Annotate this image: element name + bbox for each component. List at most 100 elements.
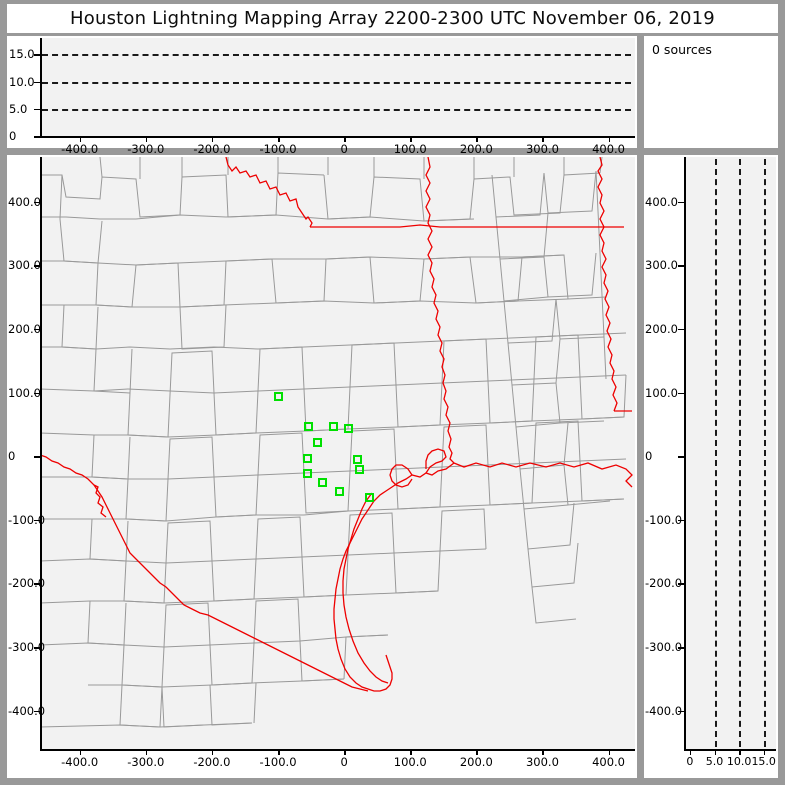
map-y-tick-mark (34, 328, 40, 331)
map-y-tick-mark (34, 201, 40, 204)
map-plot-area[interactable] (40, 157, 635, 749)
hp-y-tick-label: -300.0 (645, 640, 683, 655)
map-y-tick-mark (34, 265, 40, 267)
y-tick-mark (34, 108, 40, 111)
station-marker[interactable] (353, 454, 363, 464)
hp-y-tick-mark (678, 647, 684, 649)
map-x-tick-label: -200.0 (193, 755, 231, 769)
map-y-tick-label: -200.0 (8, 576, 46, 591)
hp-y-tick-mark (678, 583, 684, 585)
hp-x-tick-label: 15.0 (751, 755, 776, 768)
x-tick-mark (145, 136, 148, 142)
map-x-tick-mark (410, 749, 412, 755)
plan-view-map-panel[interactable]: -400.0 -300.0 -200.0 -100.0 0 100.0 200.0 300.0… (7, 155, 637, 778)
hp-x-tick-mark (689, 749, 692, 755)
station-marker[interactable] (329, 421, 339, 431)
map-y-tick-mark (34, 710, 40, 713)
map-y-tick-mark (34, 647, 40, 649)
hp-y-tick-mark (678, 201, 684, 204)
time-height-gridline (42, 81, 631, 84)
map-x-tick-label: 100.0 (393, 755, 427, 769)
map-y-tick-label: -100.0 (8, 512, 46, 527)
y-tick-mark (34, 81, 40, 84)
map-x-tick-label: 400.0 (592, 755, 626, 769)
x-tick-mark (476, 136, 478, 142)
time-height-panel[interactable]: -400.0 -300.0 -200.0 -100.0 0 100.0 200.0 300.0… (7, 36, 637, 155)
y-tick-label: 15.0 (9, 47, 35, 62)
map-y-tick-label: 300.0 (8, 258, 41, 273)
map-x-tick-label: 0 (340, 755, 348, 769)
map-y-tick-mark (34, 583, 40, 585)
x-tick-label: -400.0 (61, 142, 99, 156)
height-profile-gridline (714, 159, 717, 747)
station-marker[interactable] (313, 437, 323, 447)
x-tick-mark (344, 136, 346, 142)
hp-y-tick-label: 300.0 (645, 258, 678, 273)
map-x-tick-label: 300.0 (525, 755, 559, 769)
hp-y-tick-mark (678, 328, 684, 331)
x-tick-label: -100.0 (259, 142, 297, 156)
x-tick-label: 300.0 (525, 142, 559, 156)
x-tick-label: 0 (340, 142, 348, 156)
x-tick-label: 100.0 (393, 142, 427, 156)
time-height-gridline (42, 108, 631, 111)
map-x-tick-label: -400.0 (61, 755, 99, 769)
x-tick-label: 200.0 (459, 142, 493, 156)
height-profile-y-axis (684, 157, 686, 750)
height-profile-x-axis (684, 749, 776, 751)
y-tick-label: 0 (9, 129, 17, 143)
y-tick-mark (34, 54, 40, 56)
hp-y-tick-mark (678, 519, 684, 522)
map-y-tick-label: -300.0 (8, 640, 46, 655)
height-profile-panel[interactable]: 0 5.0 10.0 15.0 -400.0 -300.0 -200.0 -100.0 0 100… (644, 155, 778, 778)
title-bar: Houston Lightning Mapping Array 2200-230… (7, 4, 778, 33)
station-marker[interactable] (334, 487, 344, 497)
map-y-tick-label: 0 (8, 449, 16, 464)
hp-y-tick-mark (678, 265, 684, 267)
hp-x-tick-mark (714, 749, 716, 755)
x-tick-label: -300.0 (127, 142, 165, 156)
source-count-panel[interactable]: 0 sources (644, 36, 778, 148)
station-marker[interactable] (344, 424, 354, 434)
hp-x-tick-label: 5.0 (705, 755, 724, 768)
map-x-tick-mark (145, 749, 148, 755)
hp-x-tick-mark (763, 749, 766, 755)
hp-y-tick-label: -100.0 (645, 512, 683, 527)
hp-y-tick-label: -400.0 (645, 703, 683, 718)
county-boundaries (40, 157, 627, 728)
y-tick-mark (34, 136, 40, 138)
station-marker[interactable] (274, 392, 284, 402)
map-x-tick-mark (344, 749, 346, 755)
map-x-tick-mark (211, 749, 214, 755)
map-y-tick-mark (34, 519, 40, 522)
time-height-plot-area[interactable] (40, 38, 635, 136)
height-profile-plot-area[interactable] (684, 157, 776, 749)
map-y-tick-label: 200.0 (8, 321, 41, 336)
station-marker[interactable] (317, 478, 327, 488)
height-profile-gridline (763, 159, 766, 747)
time-height-x-axis (40, 136, 635, 138)
station-marker[interactable] (355, 465, 365, 475)
y-tick-label: 5.0 (9, 101, 28, 116)
hp-x-tick-label: 0 (686, 755, 694, 768)
hp-y-tick-label: 0 (645, 449, 653, 464)
map-y-tick-mark (34, 456, 40, 458)
y-tick-label: 10.0 (9, 74, 35, 89)
basemap-svg (40, 157, 633, 728)
map-y-tick-label: 100.0 (8, 385, 41, 400)
hp-x-tick-mark (739, 749, 741, 755)
x-tick-mark (542, 136, 544, 142)
hp-y-tick-label: 100.0 (645, 385, 678, 400)
station-marker[interactable] (303, 422, 313, 432)
map-x-tick-mark (278, 749, 280, 755)
map-x-tick-mark (476, 749, 478, 755)
hp-y-tick-label: 400.0 (645, 194, 678, 209)
map-y-axis (40, 157, 42, 750)
x-tick-mark (79, 136, 82, 142)
station-marker[interactable] (302, 468, 312, 478)
station-marker[interactable] (302, 453, 312, 463)
map-y-tick-mark (34, 392, 40, 395)
hp-y-tick-label: -200.0 (645, 576, 683, 591)
station-marker[interactable] (364, 493, 374, 503)
